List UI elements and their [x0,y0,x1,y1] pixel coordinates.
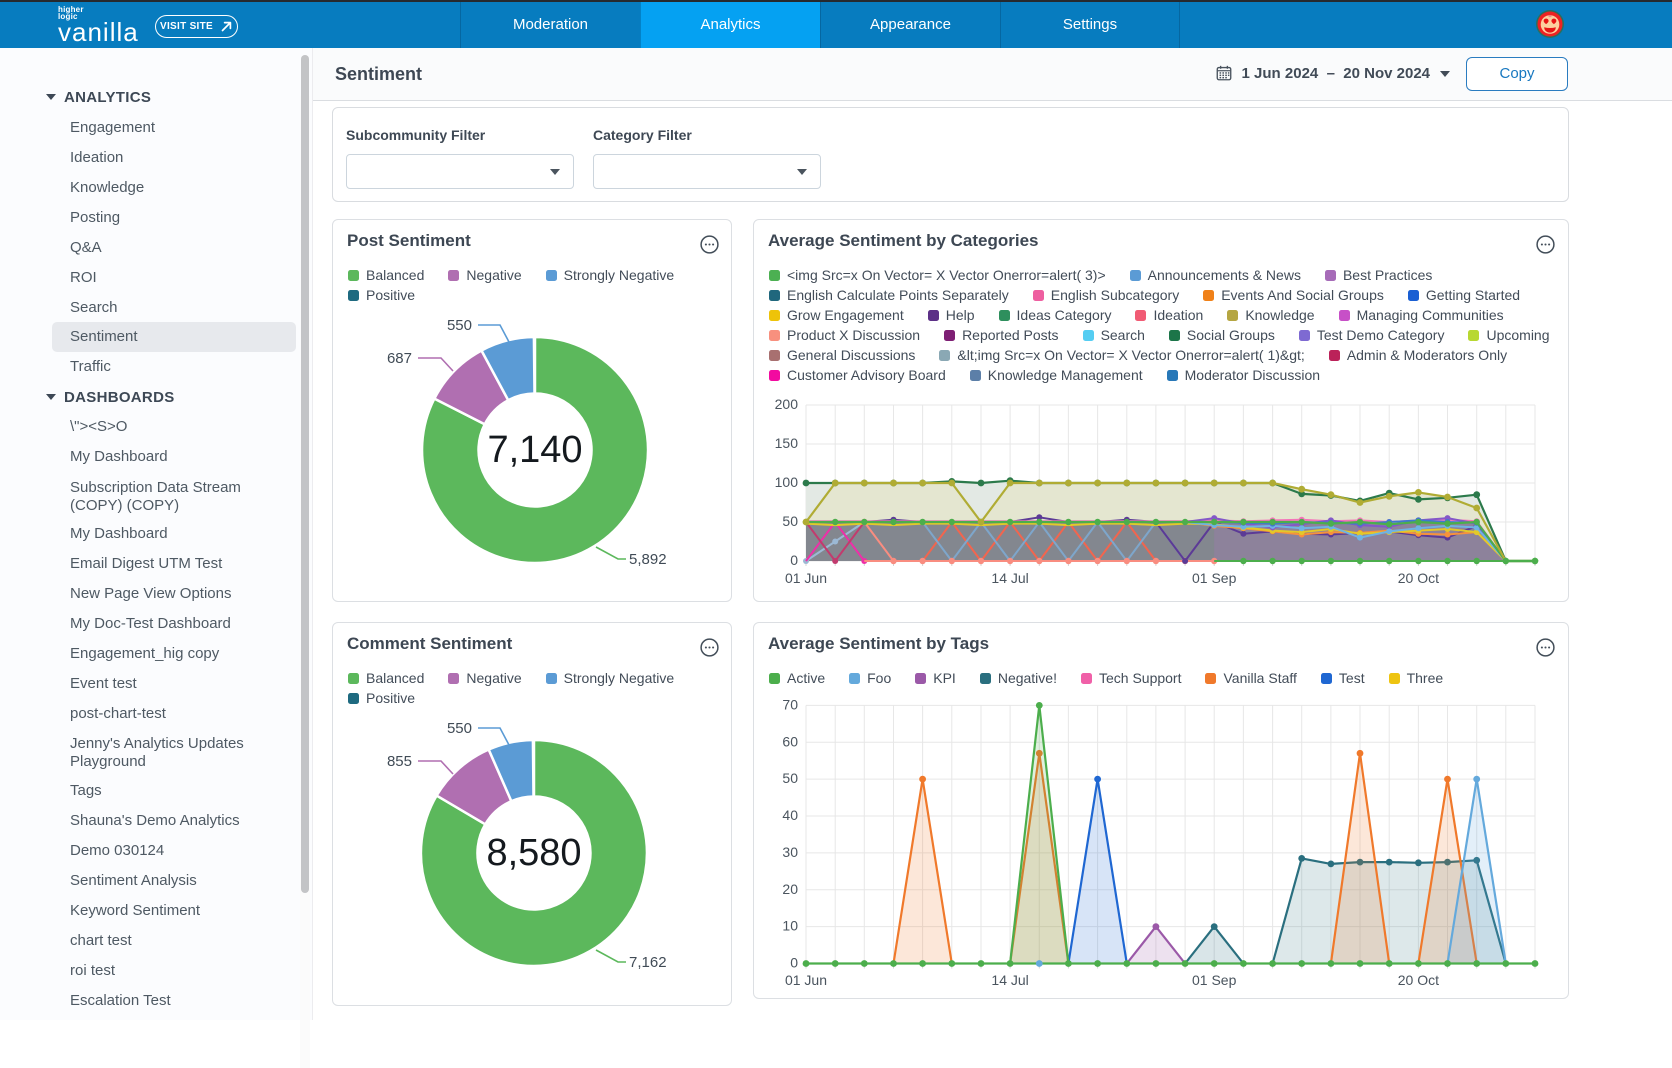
svg-text:40: 40 [782,807,798,823]
svg-text:20 Oct: 20 Oct [1398,570,1439,586]
svg-text:7,162: 7,162 [629,954,667,971]
svg-text:687: 687 [387,350,412,367]
svg-text:5,892: 5,892 [629,551,667,568]
svg-text:10: 10 [782,918,798,934]
svg-text:150: 150 [775,435,799,451]
svg-text:7,140: 7,140 [487,429,582,471]
svg-text:855: 855 [387,753,412,770]
svg-text:14 Jul: 14 Jul [991,570,1028,586]
svg-text:60: 60 [782,733,798,749]
svg-text:70: 70 [782,696,798,712]
svg-text:01 Sep: 01 Sep [1192,570,1237,586]
svg-text:0: 0 [790,552,798,568]
svg-text:550: 550 [447,720,472,737]
svg-text:0: 0 [790,955,798,971]
svg-text:20 Oct: 20 Oct [1398,972,1439,988]
svg-text:01 Jun: 01 Jun [785,570,827,586]
svg-text:01 Sep: 01 Sep [1192,972,1237,988]
svg-text:30: 30 [782,844,798,860]
svg-text:14 Jul: 14 Jul [991,972,1028,988]
svg-text:01 Jun: 01 Jun [785,972,827,988]
svg-text:550: 550 [447,317,472,334]
svg-text:20: 20 [782,881,798,897]
svg-text:100: 100 [775,474,799,490]
svg-text:50: 50 [782,770,798,786]
svg-text:50: 50 [782,513,798,529]
svg-text:200: 200 [775,396,799,412]
svg-text:8,580: 8,580 [486,832,581,874]
